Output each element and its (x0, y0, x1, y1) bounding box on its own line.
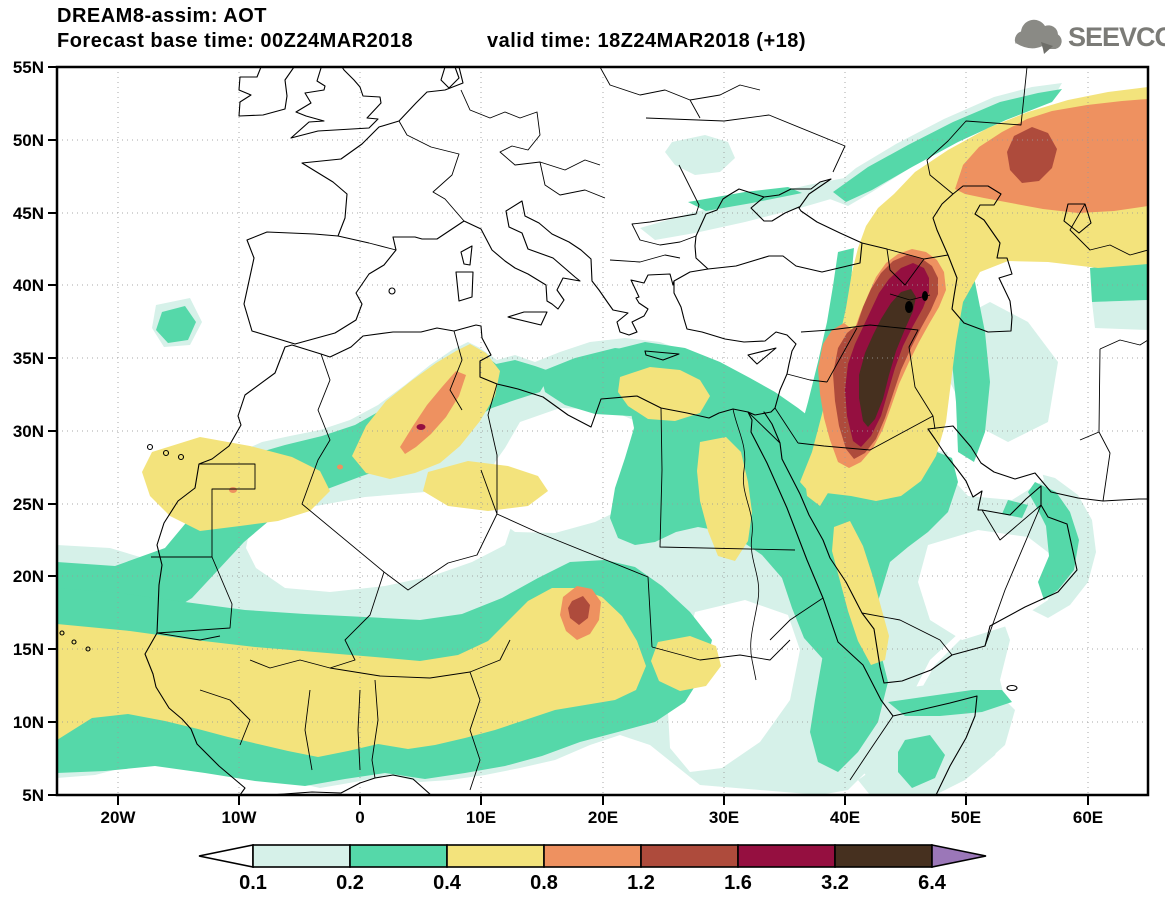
colorbar-level-label: 0.1 (239, 872, 267, 894)
colorbar-level-label: 6.4 (918, 872, 947, 894)
colorbar-segment (252, 844, 351, 868)
seevccc-logo: SEEVCCC (1008, 16, 1165, 58)
contour-field (57, 83, 1148, 795)
colorbar-level-label: 1.6 (724, 872, 752, 894)
lon-tick-label: 20W (101, 808, 137, 827)
colorbar-level-label: 1.2 (627, 872, 655, 894)
lat-tick-label: 50N (13, 131, 44, 150)
longitude-axis: 20W 10W 0 10E 20E 30E 40E 50E 60E (101, 808, 1104, 827)
lon-tick-label: 20E (588, 808, 618, 827)
colorbar-level-label: 0.2 (336, 872, 364, 894)
lat-tick-label: 15N (13, 640, 44, 659)
lat-tick-label: 35N (13, 349, 44, 368)
colorbar-legend: 0.1 0.2 0.4 0.8 1.2 1.6 3.2 6.4 (198, 844, 987, 894)
lon-tick-label: 50E (951, 808, 981, 827)
lon-tick-label: 10W (222, 808, 258, 827)
coastlines (59, 67, 1148, 795)
page-title: DREAM8-assim: AOT (57, 5, 268, 27)
logo-text: SEEVCCC (1068, 21, 1165, 52)
lat-tick-label: 55N (13, 58, 44, 77)
colorbar-segment (446, 844, 545, 868)
lat-tick-label: 30N (13, 422, 44, 441)
lon-tick-label: 10E (466, 808, 496, 827)
lat-tick-label: 40N (13, 276, 44, 295)
colorbar-segment (543, 844, 642, 868)
lat-tick-label: 45N (13, 204, 44, 223)
lat-tick-label: 25N (13, 495, 44, 514)
lon-tick-label: 30E (709, 808, 739, 827)
lat-tick-label: 20N (13, 567, 44, 586)
colorbar-above-max-arrow (931, 844, 987, 868)
lat-tick-label: 10N (13, 713, 44, 732)
colorbar-level-label: 0.8 (530, 872, 558, 894)
latitude-axis: 55N 50N 45N 40N 35N 30N 25N 20N 15N 10N 5N (13, 58, 44, 805)
lat-tick-label: 5N (22, 786, 44, 805)
lon-tick-label: 0 (355, 808, 364, 827)
lon-tick-label: 40E (830, 808, 860, 827)
colorbar-segment (640, 844, 739, 868)
grid-lines (57, 67, 1148, 795)
forecast-base-time-label: Forecast base time: 00Z24MAR2018 (57, 30, 414, 52)
lon-tick-label: 60E (1073, 808, 1103, 827)
colorbar-level-label: 0.4 (433, 872, 462, 894)
valid-time-label: valid time: 18Z24MAR2018 (+18) (487, 30, 807, 52)
axis-ticks (48, 66, 1089, 805)
colorbar-segment (737, 844, 836, 868)
colorbar-segment (349, 844, 448, 868)
colorbar-level-label: 3.2 (821, 872, 849, 894)
colorbar-below-min-arrow (198, 844, 254, 868)
colorbar-segment (834, 844, 933, 868)
country-borders (151, 67, 1148, 791)
cloud-arrow-icon (1013, 19, 1062, 54)
